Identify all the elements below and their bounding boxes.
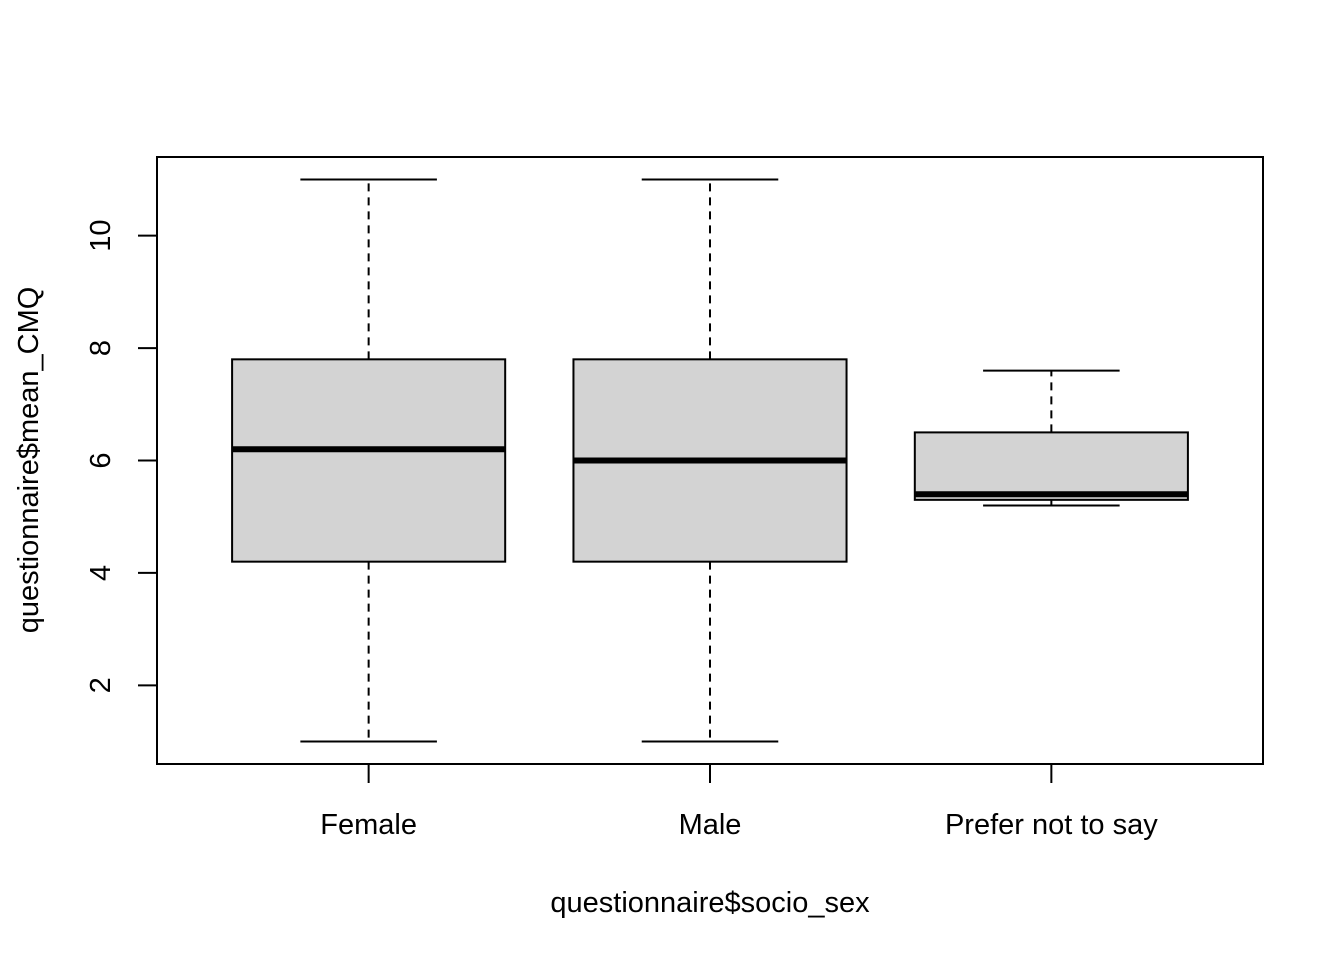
- y-tick-label: 10: [85, 220, 117, 252]
- boxes: [231, 178, 1189, 743]
- y-tick-label: 2: [85, 677, 117, 693]
- y-tick-label: 8: [85, 340, 117, 356]
- x-tick-label: Male: [679, 809, 742, 841]
- y-axis-title: questionnaire$mean_CMQ: [13, 287, 45, 634]
- iqr-box: [231, 358, 507, 563]
- box-group: [913, 369, 1189, 507]
- x-axis-title: questionnaire$socio_sex: [550, 887, 870, 919]
- y-tick-label: 4: [85, 565, 117, 581]
- box-group: [572, 178, 848, 743]
- y-axis: 2 4 6 8 10: [85, 220, 158, 693]
- x-tick-label: Female: [320, 809, 417, 841]
- y-tick-label: 6: [85, 452, 117, 468]
- x-axis: Female Male Prefer not to say: [320, 764, 1158, 841]
- box-group: [231, 178, 507, 743]
- x-tick-label: Prefer not to say: [945, 809, 1158, 841]
- iqr-box: [913, 431, 1189, 501]
